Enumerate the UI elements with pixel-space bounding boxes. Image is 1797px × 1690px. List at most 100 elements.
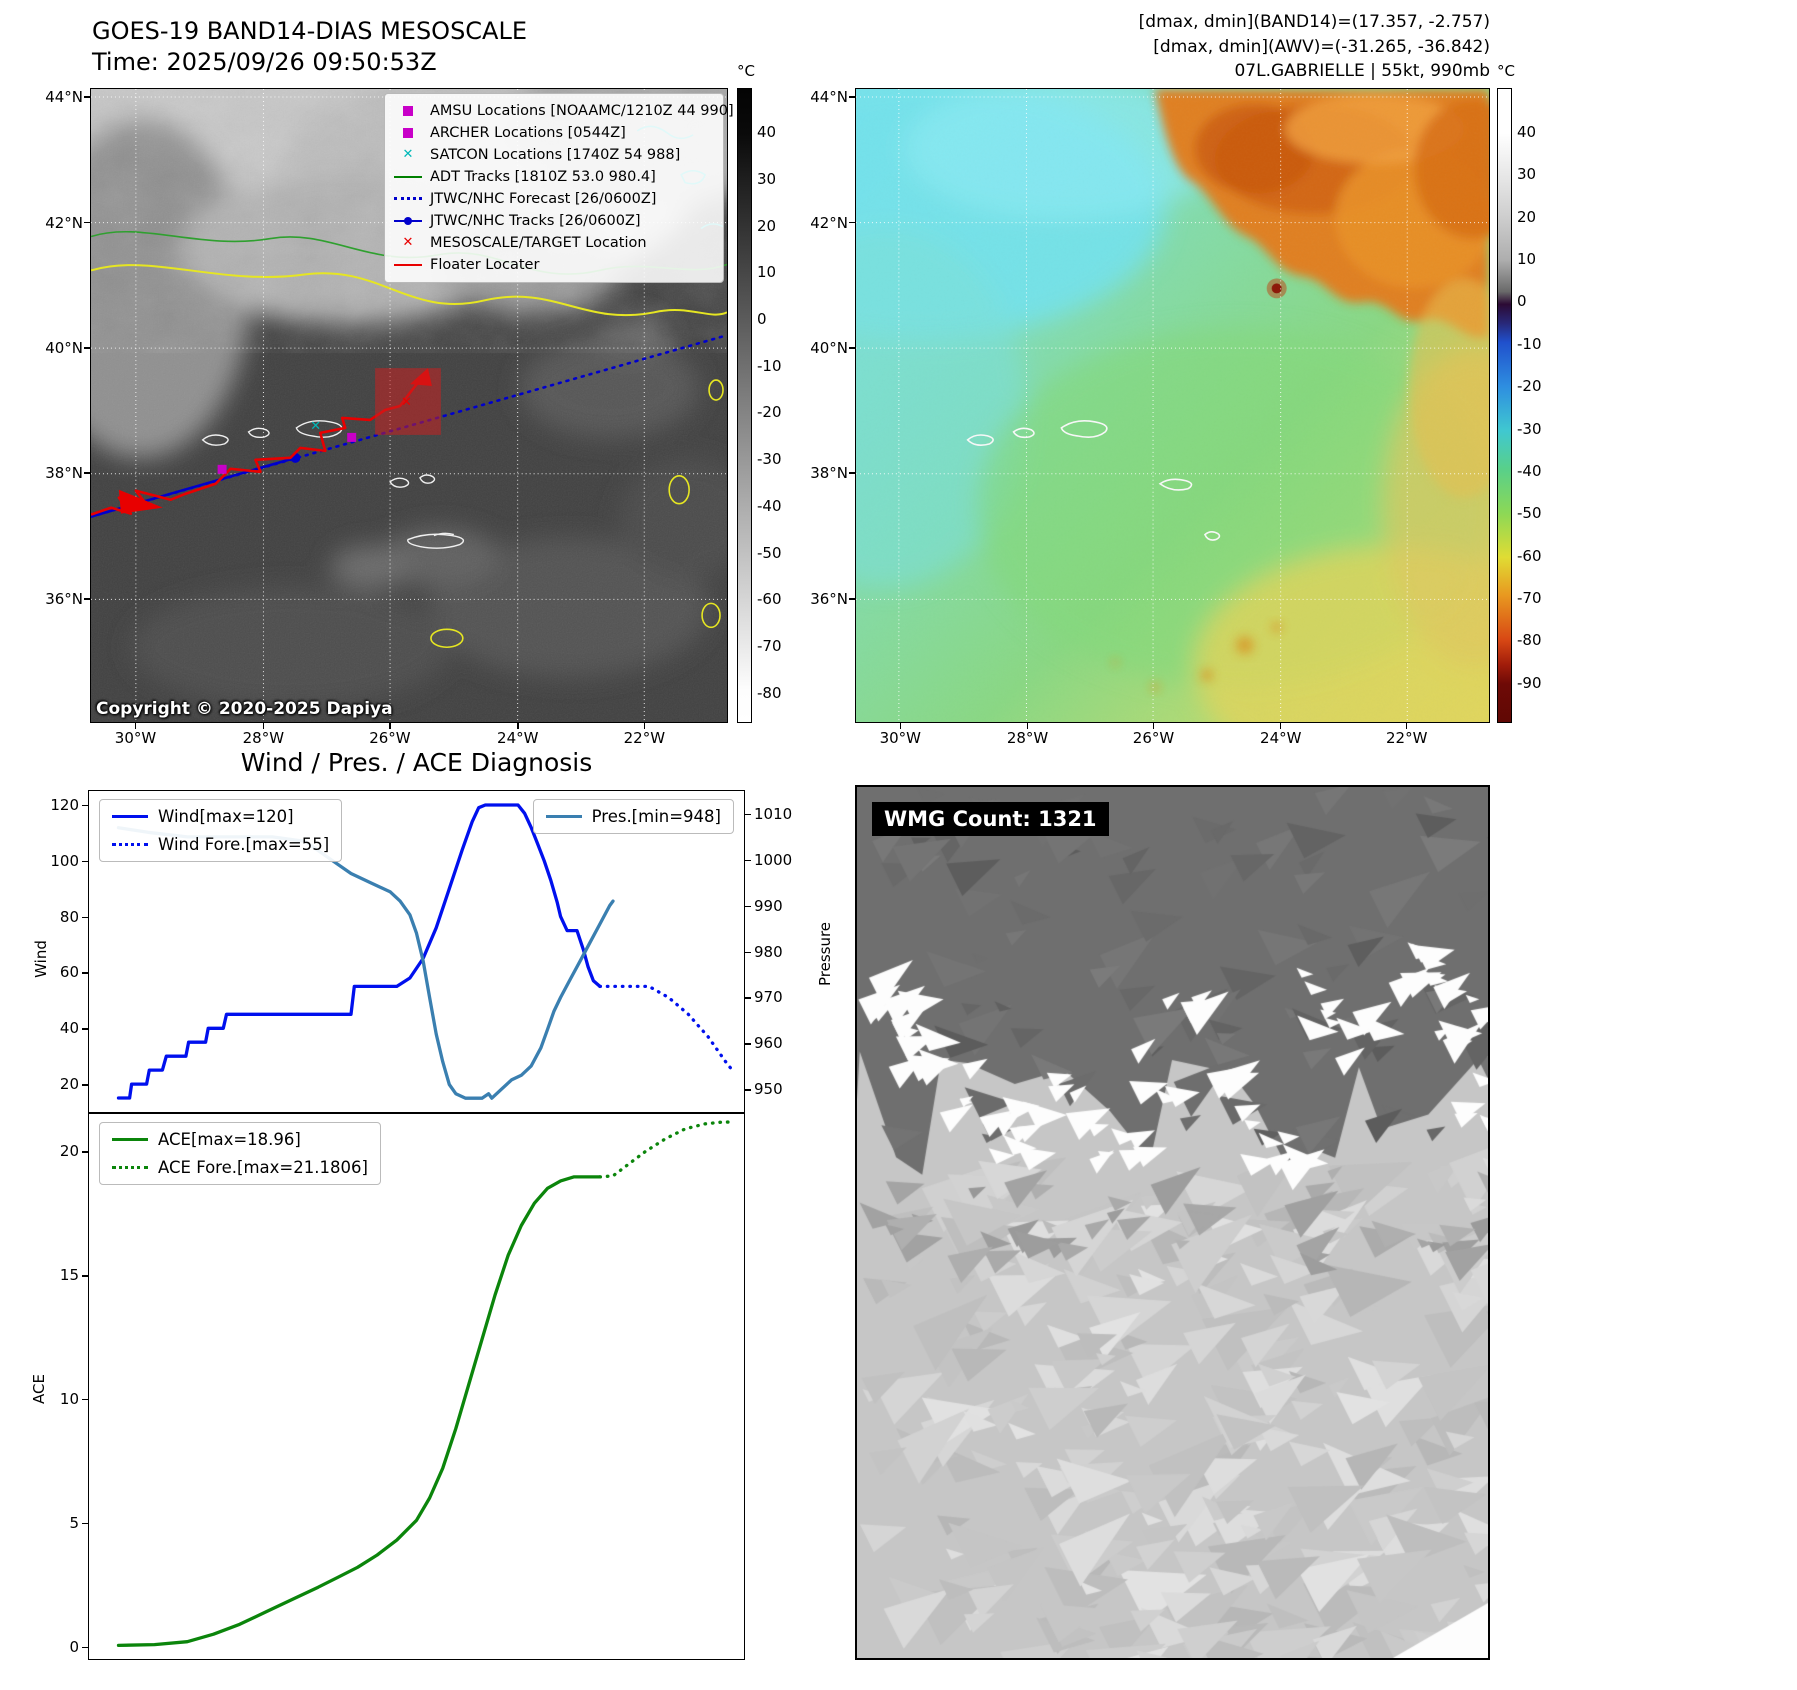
series-left xyxy=(116,803,602,1100)
dmax-dmin-band14: [dmax, dmin](BAND14)=(17.357, -2.757) xyxy=(1138,12,1490,32)
awv-colorbar: 40 30 20 10 0 -10 -20 -30 -40 -50 -60 -70 -80 -90 xyxy=(1497,88,1542,723)
lat-tick-mark xyxy=(849,221,856,224)
right-tick-label: 1000 xyxy=(754,850,793,869)
legend-item-wind-forecast: Wind Fore.[max=55] xyxy=(112,835,329,854)
lon-tick-label: 24°W xyxy=(497,729,539,747)
lon-tick-label: 26°W xyxy=(1132,729,1175,747)
island-coastlines xyxy=(201,420,465,549)
left-tick-mark xyxy=(82,804,89,807)
legend-item-wind: Wind[max=120] xyxy=(112,807,329,826)
wind-line-icon xyxy=(112,815,148,818)
adt-line-icon xyxy=(393,169,423,185)
left-tick-mark xyxy=(82,1398,89,1401)
lat-tick-mark xyxy=(849,96,856,98)
diagnosis-title: Wind / Pres. / ACE Diagnosis xyxy=(240,748,593,777)
lon-tick-mark xyxy=(134,722,137,729)
lat-tick-label: 40°N xyxy=(810,338,848,357)
colorbar-tick-label: -80 xyxy=(1517,631,1542,650)
ace-plot xyxy=(116,1120,736,1648)
lon-tick-label: 30°W xyxy=(879,729,922,747)
right-tick-mark xyxy=(744,951,751,953)
band14-colorbar: 40 30 20 10 0 -10 -20 -30 -40 -50 -60 -70 -80 xyxy=(737,88,782,723)
colorbar-tick-label: 20 xyxy=(757,216,777,235)
series-left xyxy=(598,984,734,1072)
wind-pressure-chart: Wind[max=120] Wind Fore.[max=55] Pres.[m… xyxy=(50,790,792,1113)
colorbar-tick-label: -90 xyxy=(1517,673,1542,692)
jtwc-forecast-track xyxy=(91,333,727,518)
left-tick-label: 20 xyxy=(59,1075,79,1094)
left-tick-label: 60 xyxy=(59,963,79,982)
amsu-marker-icon xyxy=(347,432,357,442)
right-tick-label: 960 xyxy=(754,1034,783,1053)
legend-item-tracks: JTWC/NHC Tracks [26/0600Z] xyxy=(393,211,715,231)
awv-satellite-map: 44°N 42°N 40°N 38°N 36°N 30°W 28°W 26°W 24°W 22°W xyxy=(810,88,1490,747)
right-tick-mark xyxy=(744,1089,751,1091)
band14-colorbar-gradient xyxy=(738,89,751,722)
left-tick-mark xyxy=(82,972,89,974)
ace-line-icon xyxy=(112,1138,148,1141)
lat-tick-mark xyxy=(849,472,856,474)
legend-item-archer: ARCHER Locations [0544Z] xyxy=(393,123,715,143)
lon-tick-mark xyxy=(1405,722,1408,729)
left-tick-label: 40 xyxy=(59,1019,79,1038)
left-tick-mark xyxy=(82,1028,89,1030)
ace-legend: ACE[max=18.96] ACE Fore.[max=21.1806] xyxy=(99,1122,381,1185)
band14-colorbar-unit: °C xyxy=(737,62,755,80)
left-tick-label: 100 xyxy=(50,851,79,870)
legend-item-floater: Floater Locater xyxy=(393,255,715,275)
colorbar-tick-label: 30 xyxy=(757,169,777,188)
colorbar-tick-label: -10 xyxy=(1517,334,1542,353)
lat-tick-mark xyxy=(84,472,91,474)
colorbar-tick-label: 10 xyxy=(757,263,777,282)
colorbar-tick-label: -20 xyxy=(757,403,782,422)
left-tick-label: 80 xyxy=(59,907,79,926)
legend-item-satcon: ✕ SATCON Locations [1740Z 54 988] xyxy=(393,145,715,165)
left-tick-label: 5 xyxy=(69,1513,79,1532)
lon-tick-label: 24°W xyxy=(1260,729,1302,747)
colorbar-tick-label: -60 xyxy=(757,590,782,609)
band14-title-block: GOES-19 BAND14-DIAS MESOSCALE Time: 2025… xyxy=(92,16,527,78)
lat-tick-label: 44°N xyxy=(810,87,848,106)
series-left xyxy=(598,1120,736,1179)
wmg-image xyxy=(857,787,1488,1658)
right-tick-label: 990 xyxy=(754,896,783,915)
colorbar-tick-label: -10 xyxy=(757,356,782,375)
lon-tick-mark xyxy=(389,722,391,729)
right-tick-mark xyxy=(744,859,751,862)
lat-tick-mark xyxy=(84,221,91,224)
lat-tick-mark xyxy=(849,598,856,600)
lon-tick-mark xyxy=(1152,722,1155,729)
lon-tick-label: 28°W xyxy=(1006,729,1049,747)
left-tick-label: 15 xyxy=(59,1266,79,1285)
left-tick-label: 0 xyxy=(69,1637,79,1656)
left-tick-label: 120 xyxy=(50,795,79,814)
lon-tick-label: 22°W xyxy=(623,729,666,747)
lon-tick-mark xyxy=(1279,722,1282,729)
lat-tick-label: 42°N xyxy=(45,213,83,232)
lon-tick-label: 30°W xyxy=(114,729,157,747)
lat-tick-mark xyxy=(84,347,91,349)
awv-colorbar-unit: °C xyxy=(1497,62,1515,80)
colorbar-tick-label: -40 xyxy=(1517,461,1542,480)
archer-square-icon xyxy=(393,125,423,141)
colorbar-tick-label: -40 xyxy=(757,496,782,515)
awv-colorbar-gradient xyxy=(1498,89,1511,722)
ace-axis-label: ACE xyxy=(29,1374,48,1404)
lat-tick-label: 42°N xyxy=(810,213,848,232)
legend-item-forecast: JTWC/NHC Forecast [26/0600Z] xyxy=(393,189,715,209)
satcon-x-icon: ✕ xyxy=(402,147,414,163)
lon-tick-mark xyxy=(262,722,265,729)
wind-axis-label: Wind xyxy=(31,940,50,978)
satcon-marker-icon: ✕ xyxy=(310,419,321,434)
lon-tick-mark xyxy=(1026,722,1029,729)
colorbar-tick-label: -70 xyxy=(757,637,782,656)
lon-tick-mark xyxy=(517,722,519,729)
floater-track-fill xyxy=(118,489,163,514)
left-tick-label: 10 xyxy=(59,1389,79,1408)
left-tick-mark xyxy=(82,1084,89,1086)
lon-tick-label: 28°W xyxy=(242,729,285,747)
left-tick-mark xyxy=(82,916,89,919)
lon-tick-mark xyxy=(643,722,646,729)
copyright-text: Copyright © 2020-2025 Dapiya xyxy=(96,699,393,719)
colorbar-tick-label: -80 xyxy=(757,683,782,702)
